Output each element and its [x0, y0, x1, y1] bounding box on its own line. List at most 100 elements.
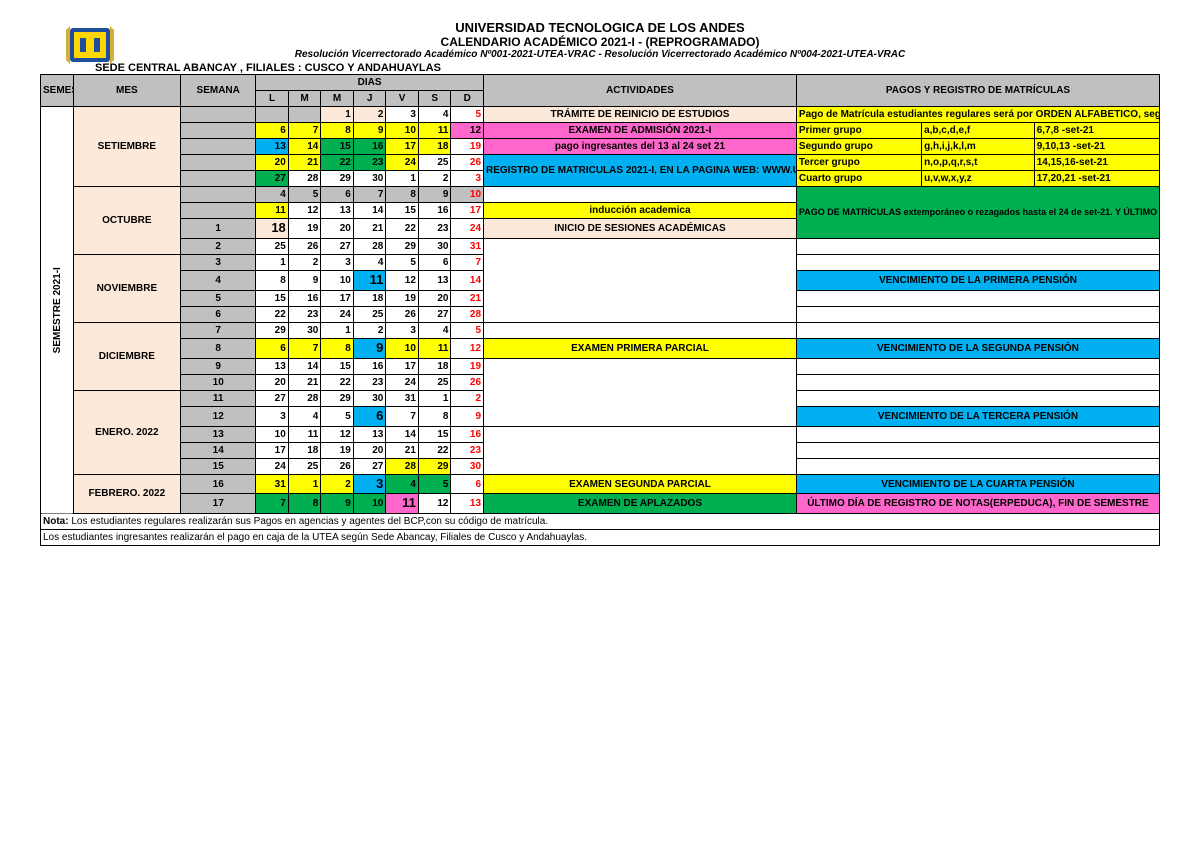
note-row: Nota: Los estudiantes regulares realizar…	[41, 514, 1160, 530]
day-cell: 8	[256, 270, 289, 290]
day-cell: 25	[353, 306, 386, 322]
day-cell: 16	[353, 139, 386, 155]
day-cell: 22	[418, 442, 451, 458]
day-cell: 14	[353, 203, 386, 219]
day-cell: 5	[451, 107, 484, 123]
day-cell: 9	[321, 494, 354, 514]
day-cell: 12	[451, 123, 484, 139]
actividad-cell	[484, 322, 797, 338]
day-cell: 19	[288, 219, 321, 239]
day-cell: 23	[353, 374, 386, 390]
day-cell: 4	[418, 107, 451, 123]
pago-cell: n,o,p,q,r,s,t	[922, 155, 1035, 171]
table-row: 6789101112EXAMEN DE ADMISIÓN 2021-IPrime…	[41, 123, 1160, 139]
day-cell: 1	[321, 322, 354, 338]
day-cell: 3	[451, 171, 484, 187]
day-cell: 16	[418, 203, 451, 219]
day-cell: 27	[321, 238, 354, 254]
day-cell: 29	[386, 238, 419, 254]
table-row: 225262728293031	[41, 238, 1160, 254]
actividad-cell: EXAMEN DE APLAZADOS	[484, 494, 797, 514]
table-row: 13141516171819pago ingresantes del 13 al…	[41, 139, 1160, 155]
semana-cell: 1	[181, 219, 256, 239]
day-cell: 22	[386, 219, 419, 239]
day-cell: 16	[288, 290, 321, 306]
table-row: 913141516171819	[41, 358, 1160, 374]
semana-cell: 5	[181, 290, 256, 306]
day-cell: 8	[418, 406, 451, 426]
day-cell: 25	[418, 374, 451, 390]
pago-cell: u,v,w,x,y,z	[922, 171, 1035, 187]
day-cell: 5	[418, 474, 451, 494]
hdr-day: D	[451, 91, 484, 107]
actividad-cell: EXAMEN PRIMERA PARCIAL	[484, 338, 797, 358]
hdr-day: V	[386, 91, 419, 107]
day-cell: 25	[256, 238, 289, 254]
day-cell: 12	[386, 270, 419, 290]
pago-cell	[796, 322, 1159, 338]
semana-cell: 3	[181, 254, 256, 270]
pago-cell: Segundo grupo	[796, 139, 921, 155]
resolution-text: Resolución Vicerrectorado Académico Nº00…	[40, 49, 1160, 60]
day-cell: 18	[418, 139, 451, 155]
day-cell: 18	[256, 219, 289, 239]
day-cell: 9	[353, 123, 386, 139]
day-cell: 9	[418, 187, 451, 203]
day-cell: 29	[321, 390, 354, 406]
day-cell: 20	[256, 374, 289, 390]
pago-cell	[796, 426, 1159, 442]
day-cell: 27	[256, 171, 289, 187]
day-cell: 27	[418, 306, 451, 322]
day-cell: 8	[288, 494, 321, 514]
day-cell: 27	[256, 390, 289, 406]
day-cell: 28	[386, 458, 419, 474]
day-cell: 4	[288, 406, 321, 426]
day-cell: 13	[451, 494, 484, 514]
day-cell: 11	[418, 123, 451, 139]
day-cell: 14	[451, 270, 484, 290]
actividad-cell: pago ingresantes del 13 al 24 set 21	[484, 139, 797, 155]
pago-cell: 17,20,21 -set-21	[1034, 171, 1159, 187]
table-header: SEMESTRE MES SEMANA DIAS ACTIVIDADES PAG…	[41, 75, 1160, 107]
hdr-mes: MES	[73, 75, 181, 107]
day-cell: 29	[321, 171, 354, 187]
day-cell: 25	[418, 155, 451, 171]
day-cell: 4	[418, 322, 451, 338]
day-cell: 20	[321, 219, 354, 239]
actividad-cell: inducción academica	[484, 203, 797, 219]
table-row: FEBRERO. 20221631123456EXAMEN SEGUNDA PA…	[41, 474, 1160, 494]
hdr-pagos: PAGOS Y REGISTRO DE MATRÍCULAS	[796, 75, 1159, 107]
day-cell: 26	[451, 155, 484, 171]
day-cell	[256, 107, 289, 123]
pago-cell: VENCIMIENTO DE LA PRIMERA PENSIÓN	[796, 270, 1159, 290]
table-row: 20212223242526REGISTRO DE MATRICULAS 202…	[41, 155, 1160, 171]
semana-cell: 10	[181, 374, 256, 390]
note-cell: Los estudiantes ingresantes realizarán e…	[41, 530, 1160, 546]
day-cell: 2	[418, 171, 451, 187]
day-cell: 28	[288, 171, 321, 187]
pago-cell: 9,10,13 -set-21	[1034, 139, 1159, 155]
day-cell: 10	[321, 270, 354, 290]
day-cell: 13	[256, 358, 289, 374]
day-cell: 15	[386, 203, 419, 219]
day-cell: 10	[353, 494, 386, 514]
day-cell: 12	[288, 203, 321, 219]
note-row: Los estudiantes ingresantes realizarán e…	[41, 530, 1160, 546]
table-body: SEMESTRE 2021-ISETIEMBRE12345TRÁMITE DE …	[41, 107, 1160, 546]
day-cell: 21	[288, 155, 321, 171]
pago-cell: ÚLTIMO DÍA DE REGISTRO DE NOTAS(ERPEDUCA…	[796, 494, 1159, 514]
day-cell: 15	[321, 358, 354, 374]
day-cell: 22	[256, 306, 289, 322]
month-cell: ENERO. 2022	[73, 390, 181, 474]
table-row: 1778910111213EXAMEN DE APLAZADOSÚLTIMO D…	[41, 494, 1160, 514]
actividad-cell	[484, 238, 797, 322]
day-cell: 4	[353, 254, 386, 270]
table-row: 1310111213141516	[41, 426, 1160, 442]
day-cell: 7	[288, 123, 321, 139]
table-row: DICIEMBRE7293012345	[41, 322, 1160, 338]
hdr-day: S	[418, 91, 451, 107]
month-cell: DICIEMBRE	[73, 322, 181, 390]
day-cell: 19	[321, 442, 354, 458]
day-cell: 1	[321, 107, 354, 123]
pago-cell	[796, 290, 1159, 306]
